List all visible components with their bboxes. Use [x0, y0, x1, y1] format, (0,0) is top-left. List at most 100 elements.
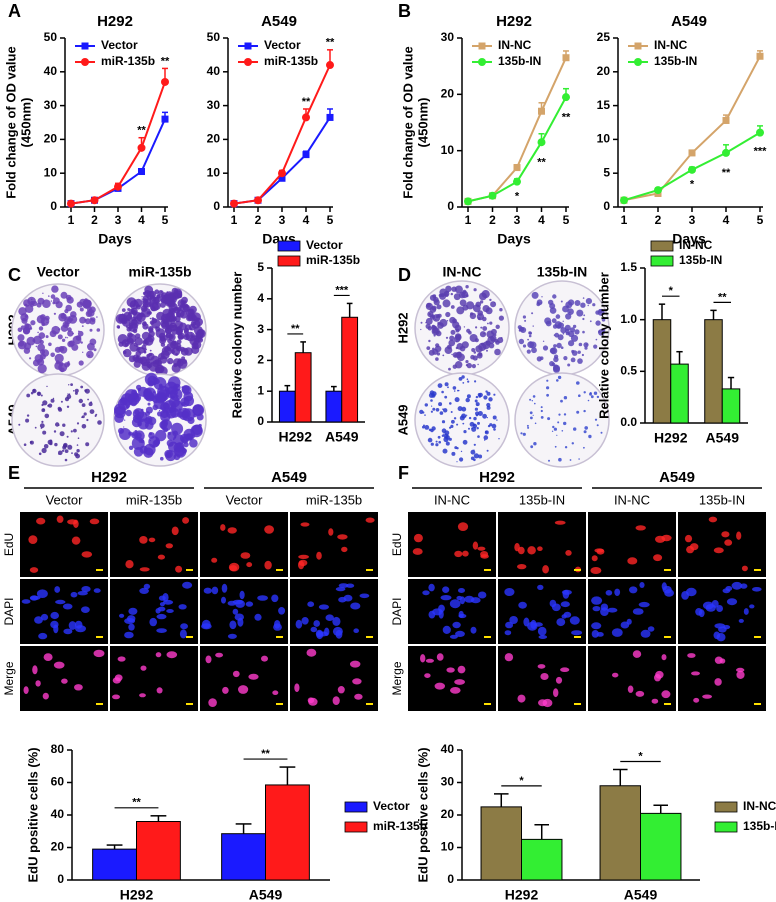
colony	[448, 339, 456, 347]
marker	[620, 196, 628, 205]
colony	[149, 317, 152, 320]
colony	[59, 346, 68, 354]
colony	[450, 305, 455, 309]
colony	[29, 440, 34, 445]
colony	[593, 391, 598, 395]
nucleus	[21, 599, 31, 604]
nucleus	[245, 601, 254, 607]
colony	[551, 430, 554, 432]
colony	[450, 292, 453, 296]
nucleus	[73, 519, 79, 528]
colony	[148, 327, 154, 333]
colony	[483, 435, 489, 440]
colony	[191, 345, 200, 354]
colony	[425, 317, 433, 325]
column-label: Vector	[46, 492, 84, 507]
colony	[32, 359, 40, 367]
x-tick-label: A549	[624, 887, 658, 902]
nucleus	[93, 588, 101, 593]
colony	[171, 319, 176, 325]
nucleus	[240, 552, 251, 559]
colony	[548, 459, 550, 462]
colony	[528, 331, 532, 335]
nucleus	[238, 685, 249, 694]
colony	[534, 422, 537, 425]
colony	[578, 342, 583, 347]
legend-label: Vector	[306, 238, 343, 252]
marker	[654, 186, 662, 195]
nucleus	[736, 531, 742, 540]
y-axis-label: Fold change of OD value	[3, 46, 18, 198]
colony	[442, 408, 444, 411]
x-tick-label: 4	[138, 213, 145, 227]
nucleus	[695, 608, 703, 616]
colony	[471, 427, 473, 430]
colony	[37, 392, 41, 395]
significance-label: **	[261, 748, 270, 760]
nucleus	[459, 596, 466, 605]
x-axis-label: Days	[672, 231, 706, 247]
colony	[80, 341, 83, 344]
colony	[176, 345, 182, 352]
x-tick-label: 5	[327, 213, 334, 227]
colony	[41, 322, 46, 327]
nucleus	[211, 557, 218, 563]
colony	[470, 312, 474, 316]
nucleus	[36, 589, 48, 598]
nucleus	[638, 601, 650, 608]
nucleus	[537, 584, 544, 591]
colony	[38, 332, 46, 339]
colony	[151, 318, 158, 324]
colony	[594, 418, 598, 421]
colony	[133, 299, 137, 302]
nucleus	[159, 602, 165, 607]
nucleus	[661, 690, 671, 699]
marker	[278, 169, 286, 178]
colony	[166, 452, 172, 458]
colony	[438, 293, 443, 298]
nucleus	[171, 526, 179, 536]
colony	[565, 331, 570, 336]
nucleus	[693, 697, 700, 703]
nucleus	[553, 688, 559, 698]
colony	[141, 347, 143, 349]
colony	[77, 330, 84, 337]
nucleus	[239, 590, 245, 600]
nucleus	[653, 554, 663, 562]
colony	[593, 344, 598, 349]
nucleus	[442, 586, 450, 593]
colony	[181, 385, 192, 395]
nucleus	[35, 680, 41, 687]
y-tick-label: 4	[257, 291, 264, 305]
colony	[477, 363, 479, 366]
colony	[486, 349, 488, 352]
nucleus	[229, 620, 237, 630]
colony	[157, 358, 161, 362]
y-tick-label: 20	[597, 64, 611, 78]
colony	[125, 409, 132, 417]
colony	[191, 312, 201, 322]
colony	[420, 328, 422, 331]
micrograph	[588, 512, 676, 577]
colony	[153, 391, 156, 394]
nucleus	[518, 601, 527, 609]
colony	[450, 424, 454, 428]
annotation: **	[326, 37, 335, 49]
colony	[177, 293, 183, 299]
colony	[474, 407, 478, 411]
nucleus	[505, 621, 514, 629]
nucleus	[457, 665, 466, 674]
nucleus	[54, 586, 61, 593]
column-label: Vector	[226, 492, 264, 507]
colony	[70, 318, 74, 321]
nucleus	[686, 545, 695, 554]
nucleus	[562, 589, 570, 599]
colony	[42, 400, 48, 406]
colony	[443, 408, 448, 413]
legend-marker	[244, 58, 252, 66]
micrograph	[408, 579, 496, 644]
y-tick-label: 10	[441, 840, 455, 854]
nucleus	[40, 613, 49, 621]
colony	[192, 404, 204, 416]
colony	[426, 346, 431, 350]
